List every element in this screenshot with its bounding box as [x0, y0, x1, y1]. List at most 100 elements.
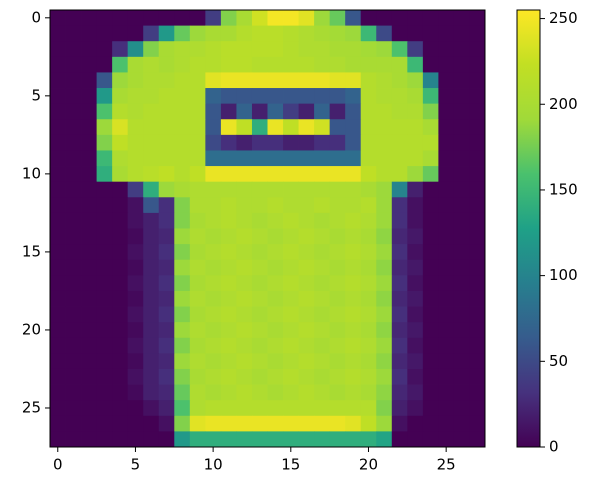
cell	[268, 41, 284, 57]
cell	[268, 400, 284, 416]
cell	[361, 88, 377, 104]
cell	[252, 26, 268, 42]
cell	[128, 10, 144, 26]
cell	[128, 166, 144, 182]
cell	[159, 166, 175, 182]
cell	[283, 213, 299, 229]
cell	[205, 338, 221, 354]
cell	[299, 260, 315, 276]
cell	[268, 213, 284, 229]
cell	[143, 119, 159, 135]
cell	[81, 150, 97, 166]
cell	[112, 307, 128, 323]
cell	[345, 135, 361, 151]
cell	[438, 322, 454, 338]
cell	[97, 291, 113, 307]
cell	[454, 119, 470, 135]
cell	[330, 150, 346, 166]
cell	[376, 416, 392, 432]
cell	[330, 416, 346, 432]
cell	[314, 135, 330, 151]
cell	[159, 369, 175, 385]
cell	[252, 88, 268, 104]
cell	[159, 431, 175, 447]
cell	[97, 41, 113, 57]
cell	[252, 322, 268, 338]
cell	[268, 338, 284, 354]
cell	[454, 166, 470, 182]
cell	[190, 385, 206, 401]
cell	[438, 135, 454, 151]
cell	[205, 307, 221, 323]
cell	[236, 57, 252, 73]
cell	[128, 275, 144, 291]
cell	[423, 400, 439, 416]
cell	[112, 385, 128, 401]
cell	[314, 104, 330, 120]
cell	[221, 26, 237, 42]
cell	[361, 353, 377, 369]
cell	[128, 197, 144, 213]
cell	[361, 119, 377, 135]
cell	[81, 353, 97, 369]
cell	[345, 431, 361, 447]
x-tick-label: 10	[204, 456, 223, 474]
cell	[174, 135, 190, 151]
cell	[330, 213, 346, 229]
cell	[376, 275, 392, 291]
cell	[174, 41, 190, 57]
cell	[299, 369, 315, 385]
cell	[423, 385, 439, 401]
cell	[268, 166, 284, 182]
cell	[392, 72, 408, 88]
cell	[50, 10, 66, 26]
cell	[221, 229, 237, 245]
cell	[283, 135, 299, 151]
cell	[438, 353, 454, 369]
cell	[392, 369, 408, 385]
cell	[283, 26, 299, 42]
cell	[190, 57, 206, 73]
cell	[392, 10, 408, 26]
cell	[283, 197, 299, 213]
cell	[159, 244, 175, 260]
cell	[66, 135, 82, 151]
cell	[454, 88, 470, 104]
cell	[299, 416, 315, 432]
cell	[128, 369, 144, 385]
cell	[50, 244, 66, 260]
cell	[81, 88, 97, 104]
cell	[299, 104, 315, 120]
cell	[407, 104, 423, 120]
cell	[66, 400, 82, 416]
cell	[128, 104, 144, 120]
cell	[128, 385, 144, 401]
cell	[314, 400, 330, 416]
cell	[469, 182, 485, 198]
cell	[454, 260, 470, 276]
cell	[81, 275, 97, 291]
cell	[174, 197, 190, 213]
cell	[438, 400, 454, 416]
cell	[221, 400, 237, 416]
colorbar-tick-label: 200	[549, 95, 578, 113]
cell	[174, 119, 190, 135]
cell	[66, 72, 82, 88]
cell	[221, 291, 237, 307]
cell	[143, 369, 159, 385]
cell	[159, 150, 175, 166]
cell	[159, 197, 175, 213]
cell	[268, 57, 284, 73]
cell	[454, 41, 470, 57]
cell	[205, 260, 221, 276]
cell	[314, 338, 330, 354]
cell	[283, 400, 299, 416]
cell	[423, 275, 439, 291]
cell	[268, 275, 284, 291]
cell	[174, 166, 190, 182]
cell	[454, 244, 470, 260]
cell	[299, 166, 315, 182]
cell	[174, 400, 190, 416]
cell	[361, 400, 377, 416]
cell	[423, 26, 439, 42]
